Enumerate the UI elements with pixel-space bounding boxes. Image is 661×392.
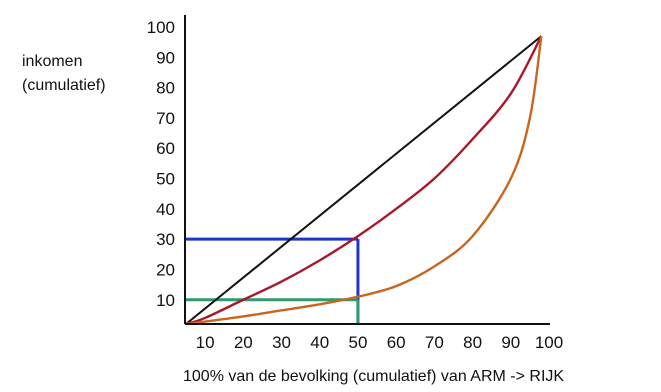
x-tick-label: 30 [272,333,291,352]
x-tick-label: 100 [535,333,563,352]
y-tick-label: 20 [156,260,175,279]
y-tick-label: 50 [156,170,175,189]
x-tick-label: 60 [387,333,406,352]
x-axis-label: 100% van de bevolking (cumulatief) van A… [183,368,564,385]
x-tick-label: 20 [234,333,253,352]
axes [184,15,550,325]
y-tick-label: 90 [156,48,175,67]
x-tick-label: 80 [463,333,482,352]
x-tick-label: 70 [425,333,444,352]
x-tick-label: 40 [310,333,329,352]
x-tick-label: 50 [348,333,367,352]
y-tick-label: 100 [147,18,175,37]
x-tick-label: 10 [196,333,215,352]
series-line-1 [185,35,543,326]
y-tick-label: 30 [156,230,175,249]
y-axis-label-line-2: (cumulatief) [22,77,106,94]
y-tick-label: 40 [156,200,175,219]
y-tick-label: 70 [156,109,175,128]
series-line-0 [185,35,542,325]
series-lines [185,35,543,326]
y-tick-label: 80 [156,79,175,98]
series-line-2 [185,35,543,326]
y-tick-labels: 10 20 30 40 50 60 70 80 90 100 [147,18,175,310]
y-tick-label: 10 [156,291,175,310]
y-axis-label-line-1: inkomen [22,53,82,70]
x-tick-label: 90 [501,333,520,352]
y-tick-label: 60 [156,139,175,158]
x-tick-labels: 10 20 30 40 50 60 70 80 90 100 [196,333,564,352]
